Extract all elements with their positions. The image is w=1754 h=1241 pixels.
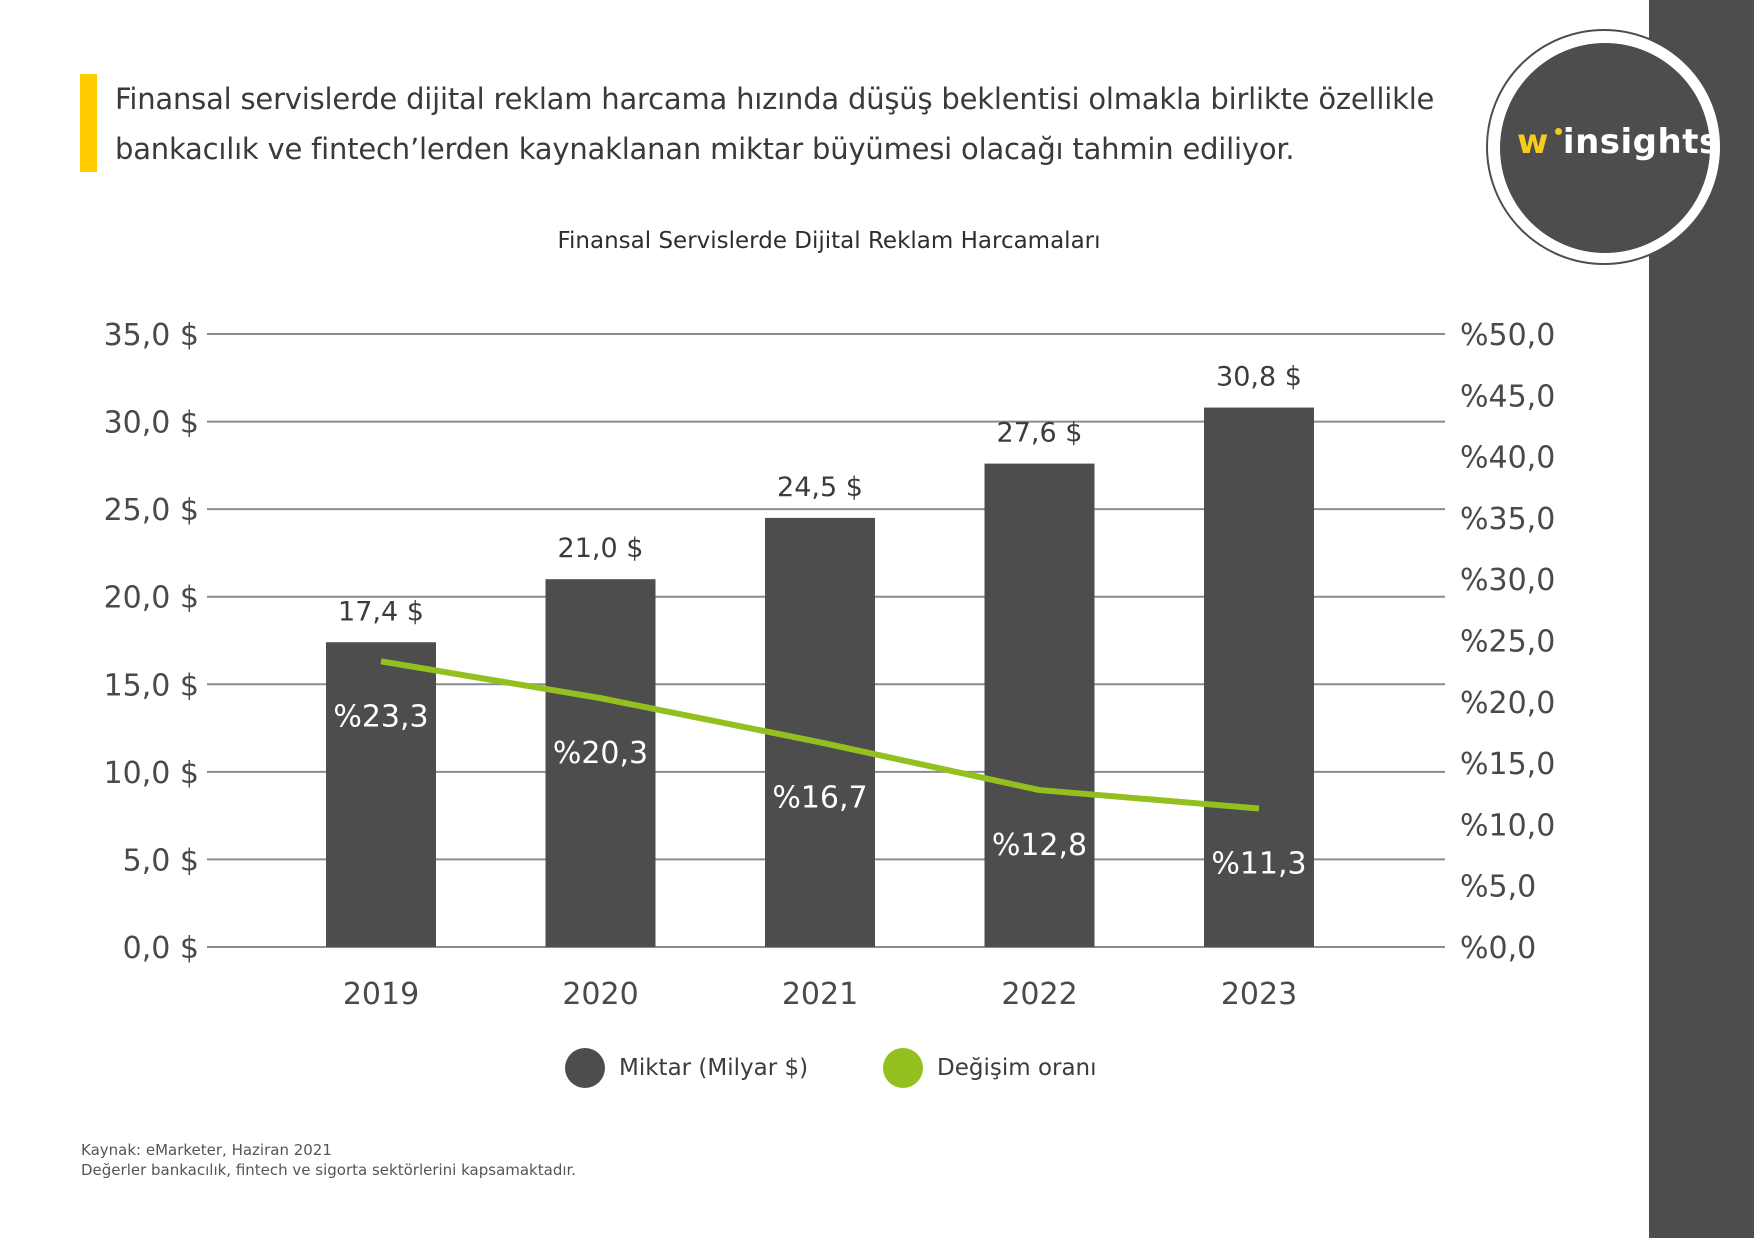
legend-label-change-rate: Değişim oranı [937,1055,1097,1081]
bar-2023 [1204,407,1314,947]
x-axis-tick-label: 2019 [343,977,419,1012]
logo-prefix: w [1517,122,1549,162]
change-rate-line [380,658,1260,812]
source-note: Kaynak: eMarketer, Haziran 2021 [81,1141,332,1159]
headline: Finansal servislerde dijital reklam harc… [115,74,1455,174]
right-axis-tick-label: %25,0 [1460,625,1555,660]
scope-note: Değerler bankacılık, fintech ve sigorta … [81,1161,577,1179]
legend-swatch-amount [565,1048,605,1088]
change-rate-label: %12,8 [992,828,1087,863]
accent-bar [80,74,97,172]
left-axis-tick-label: 15,0 $ [104,668,199,703]
footer: Kaynak: eMarketer, Haziran 2021 Değerler… [81,1140,576,1180]
x-axis-tick-label: 2021 [782,977,858,1012]
bar-2020 [545,579,656,947]
bar-value-label: 24,5 $ [777,472,863,503]
bar-value-label: 27,6 $ [997,418,1083,449]
left-axis-tick-label: 20,0 $ [104,581,199,616]
change-rate-label: %20,3 [553,736,648,771]
chart: 0,0 $ 5,0 $ 10,0 $ 15,0 $ 20,0 $ 25,0 $ 30,0 $… [104,318,1556,1012]
chart-title: Finansal Servislerde Dijital Reklam Harc… [557,228,1101,254]
right-axis-tick-label: %10,0 [1460,808,1555,843]
right-axis-tick-label: %50,0 [1460,318,1555,353]
x-axis-tick-label: 2023 [1221,977,1297,1012]
headline-line-2: bankacılık ve fintech’lerden kaynaklanan… [115,132,1295,166]
right-axis-tick-label: %15,0 [1460,747,1555,782]
x-axis-tick-label: 2022 [1001,977,1077,1012]
right-axis-tick-label: %0,0 [1460,931,1536,966]
left-axis-tick-label: 25,0 $ [104,493,199,528]
bar-value-label: 17,4 $ [338,596,424,627]
x-axis: 2019 2020 2021 2022 2023 [343,977,1297,1012]
legend-item-change-rate: Değişim oranı [883,1048,1097,1088]
right-axis: %0,0 %5,0 %10,0 %15,0 %20,0 %25,0 %30,0 %35,0 %4… [1460,318,1555,966]
bars [326,407,1314,947]
right-axis-tick-label: %5,0 [1460,870,1536,905]
logo-name: insights [1562,122,1720,162]
legend-label-amount: Miktar (Milyar $) [619,1055,809,1081]
change-rate-label: %23,3 [333,699,428,734]
legend-item-amount: Miktar (Milyar $) [565,1048,808,1088]
legend-swatch-change-rate [883,1048,923,1088]
headline-line-1: Finansal servislerde dijital reklam harc… [115,82,1435,116]
left-axis-tick-label: 35,0 $ [104,318,199,353]
change-rate-label: %16,7 [772,780,867,815]
right-axis-tick-label: %45,0 [1460,379,1555,414]
left-axis-tick-label: 5,0 $ [123,843,199,878]
bar-value-label: 21,0 $ [558,533,644,564]
logo-badge [1500,43,1710,253]
left-axis-tick-label: 30,0 $ [104,406,199,441]
right-axis-tick-label: %20,0 [1460,686,1555,721]
logo-dot-icon [1555,128,1562,135]
right-axis-tick-label: %40,0 [1460,441,1555,476]
left-axis-tick-label: 0,0 $ [123,931,199,966]
logo: w insights [1517,122,1720,162]
x-axis-tick-label: 2020 [562,977,638,1012]
bar-2022 [984,463,1095,947]
bar-2019 [326,642,436,947]
left-axis-tick-label: 10,0 $ [104,756,199,791]
right-axis-tick-label: %35,0 [1460,502,1555,537]
bar-value-label: 30,8 $ [1216,362,1302,393]
right-axis-tick-label: %30,0 [1460,563,1555,598]
left-axis: 0,0 $ 5,0 $ 10,0 $ 15,0 $ 20,0 $ 25,0 $ 30,0 $… [104,318,199,966]
data-labels: 17,4 $ 21,0 $ 24,5 $ 27,6 $ 30,8 $ %23,3 %20,3… [333,362,1306,882]
change-rate-label: %11,3 [1211,846,1306,881]
